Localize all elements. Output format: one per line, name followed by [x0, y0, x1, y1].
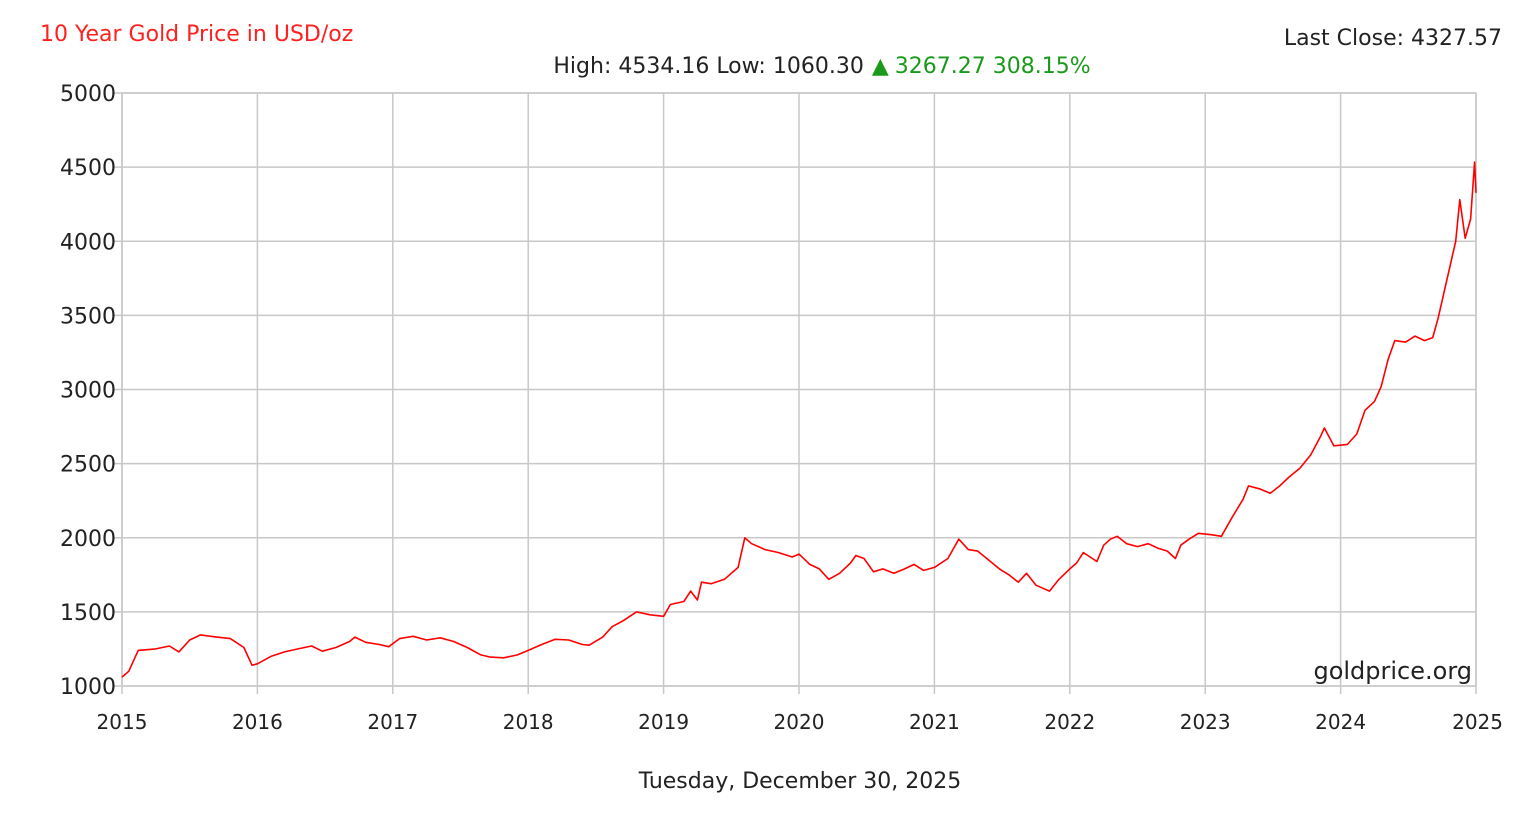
date-label: Tuesday, December 30, 2025	[638, 769, 962, 794]
x-axis-ticks: 2015 2016 2017 2018 2019 2020 2021 2022 2023 2024…	[97, 710, 1503, 734]
chart-grid	[114, 92, 1477, 694]
x-tick-label: 2017	[367, 710, 418, 734]
x-tick-label: 2019	[638, 710, 689, 734]
change-arrow-icon: ▲	[872, 54, 889, 79]
high-low-label: High: 4534.16 Low: 1060.30	[553, 54, 863, 79]
x-tick-label: 2016	[232, 710, 283, 734]
x-tick-label: 2015	[97, 710, 148, 734]
x-tick-label: 2021	[909, 710, 960, 734]
x-tick-label: 2022	[1044, 710, 1095, 734]
y-tick-label: 1500	[60, 601, 116, 626]
watermark-label: goldprice.org	[1313, 657, 1472, 685]
chart-title: 10 Year Gold Price in USD/oz	[40, 22, 353, 47]
y-tick-label: 3000	[60, 379, 116, 404]
price-series-line	[121, 161, 1477, 678]
x-tick-label: 2025	[1452, 710, 1503, 734]
x-tick-label: 2018	[503, 710, 554, 734]
y-tick-label: 2000	[60, 527, 116, 552]
y-tick-label: 4000	[60, 230, 116, 255]
x-tick-label: 2024	[1315, 710, 1366, 734]
x-tick-label: 2020	[774, 710, 825, 734]
y-axis-ticks: 5000 4500 4000 3500 3000 2500 2000 1500 1000	[60, 82, 116, 700]
y-tick-label: 5000	[60, 82, 116, 107]
last-close-label: Last Close: 4327.57	[1284, 26, 1502, 51]
y-tick-label: 1000	[60, 675, 116, 700]
y-tick-label: 3500	[60, 304, 116, 329]
x-tick-label: 2023	[1180, 710, 1231, 734]
series-layer	[121, 161, 1477, 678]
y-tick-label: 4500	[60, 156, 116, 181]
y-tick-label: 2500	[60, 453, 116, 478]
change-value: 3267.27 308.15%	[895, 54, 1091, 79]
summary-line: High: 4534.16 Low: 1060.30 ▲ 3267.27 308.1…	[553, 54, 1090, 79]
